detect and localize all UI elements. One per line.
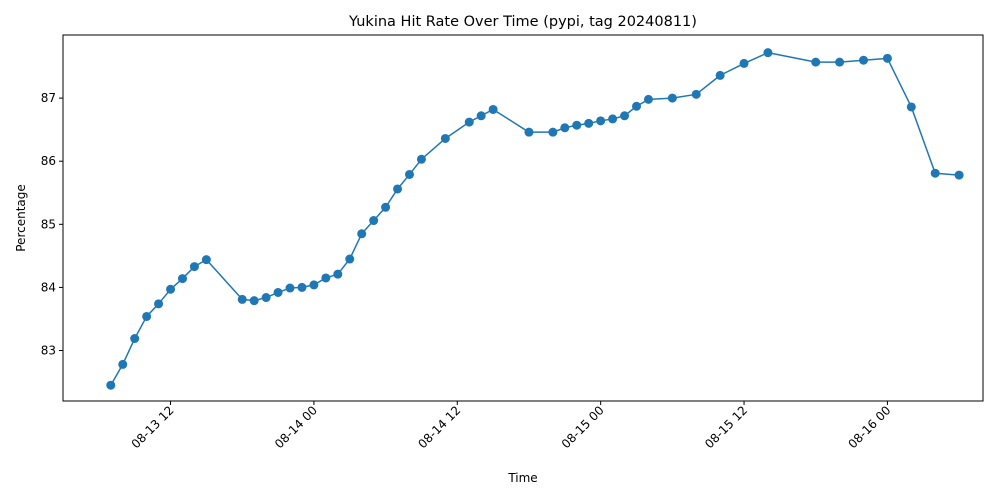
data-point [249,296,259,306]
data-point [154,299,164,309]
y-tick-label: 86 [41,154,56,168]
data-point [369,216,379,226]
data-point [524,127,534,137]
data-point [440,133,450,143]
data-point [954,170,964,180]
data-point [560,123,570,133]
y-tick-label: 85 [41,217,56,231]
data-point [548,127,558,137]
data-point [811,57,821,67]
y-tick-label: 87 [41,91,56,105]
data-point [177,274,187,284]
data-point [321,273,331,283]
data-point [572,120,582,130]
data-point [476,111,486,121]
data-point [882,53,892,63]
data-point [357,229,367,239]
data-point [596,116,606,126]
data-point [118,359,128,369]
data-point [930,168,940,178]
data-point [859,55,869,65]
plot-frame [62,34,984,402]
data-point [106,380,116,390]
data-point [667,93,677,103]
data-point [261,293,271,303]
data-point [237,294,247,304]
data-point [691,89,701,99]
data-point [404,169,414,179]
data-point [620,111,630,121]
x-axis-label: Time [507,471,537,485]
data-point [643,94,653,104]
data-point [166,284,176,294]
data-point [345,254,355,264]
data-point [285,283,295,293]
data-point [273,287,283,297]
data-point [309,280,319,290]
data-point [416,154,426,164]
data-point [201,255,211,265]
data-point [333,269,343,279]
data-point [584,118,594,128]
data-point [393,184,403,194]
data-point [142,311,152,321]
data-point [464,117,474,127]
y-tick-label: 84 [41,280,56,294]
data-point [715,70,725,80]
data-point [130,334,140,344]
data-point [763,48,773,58]
data-point [739,58,749,68]
data-point [488,104,498,114]
data-point [835,57,845,67]
y-axis-label: Percentage [14,184,28,252]
chart-title: Yukina Hit Rate Over Time (pypi, tag 202… [348,14,697,30]
data-point [906,102,916,112]
data-point [608,114,618,124]
data-point [632,101,642,111]
y-tick-label: 83 [41,344,56,358]
data-point [297,282,307,292]
data-point [381,202,391,212]
data-point [189,262,199,272]
